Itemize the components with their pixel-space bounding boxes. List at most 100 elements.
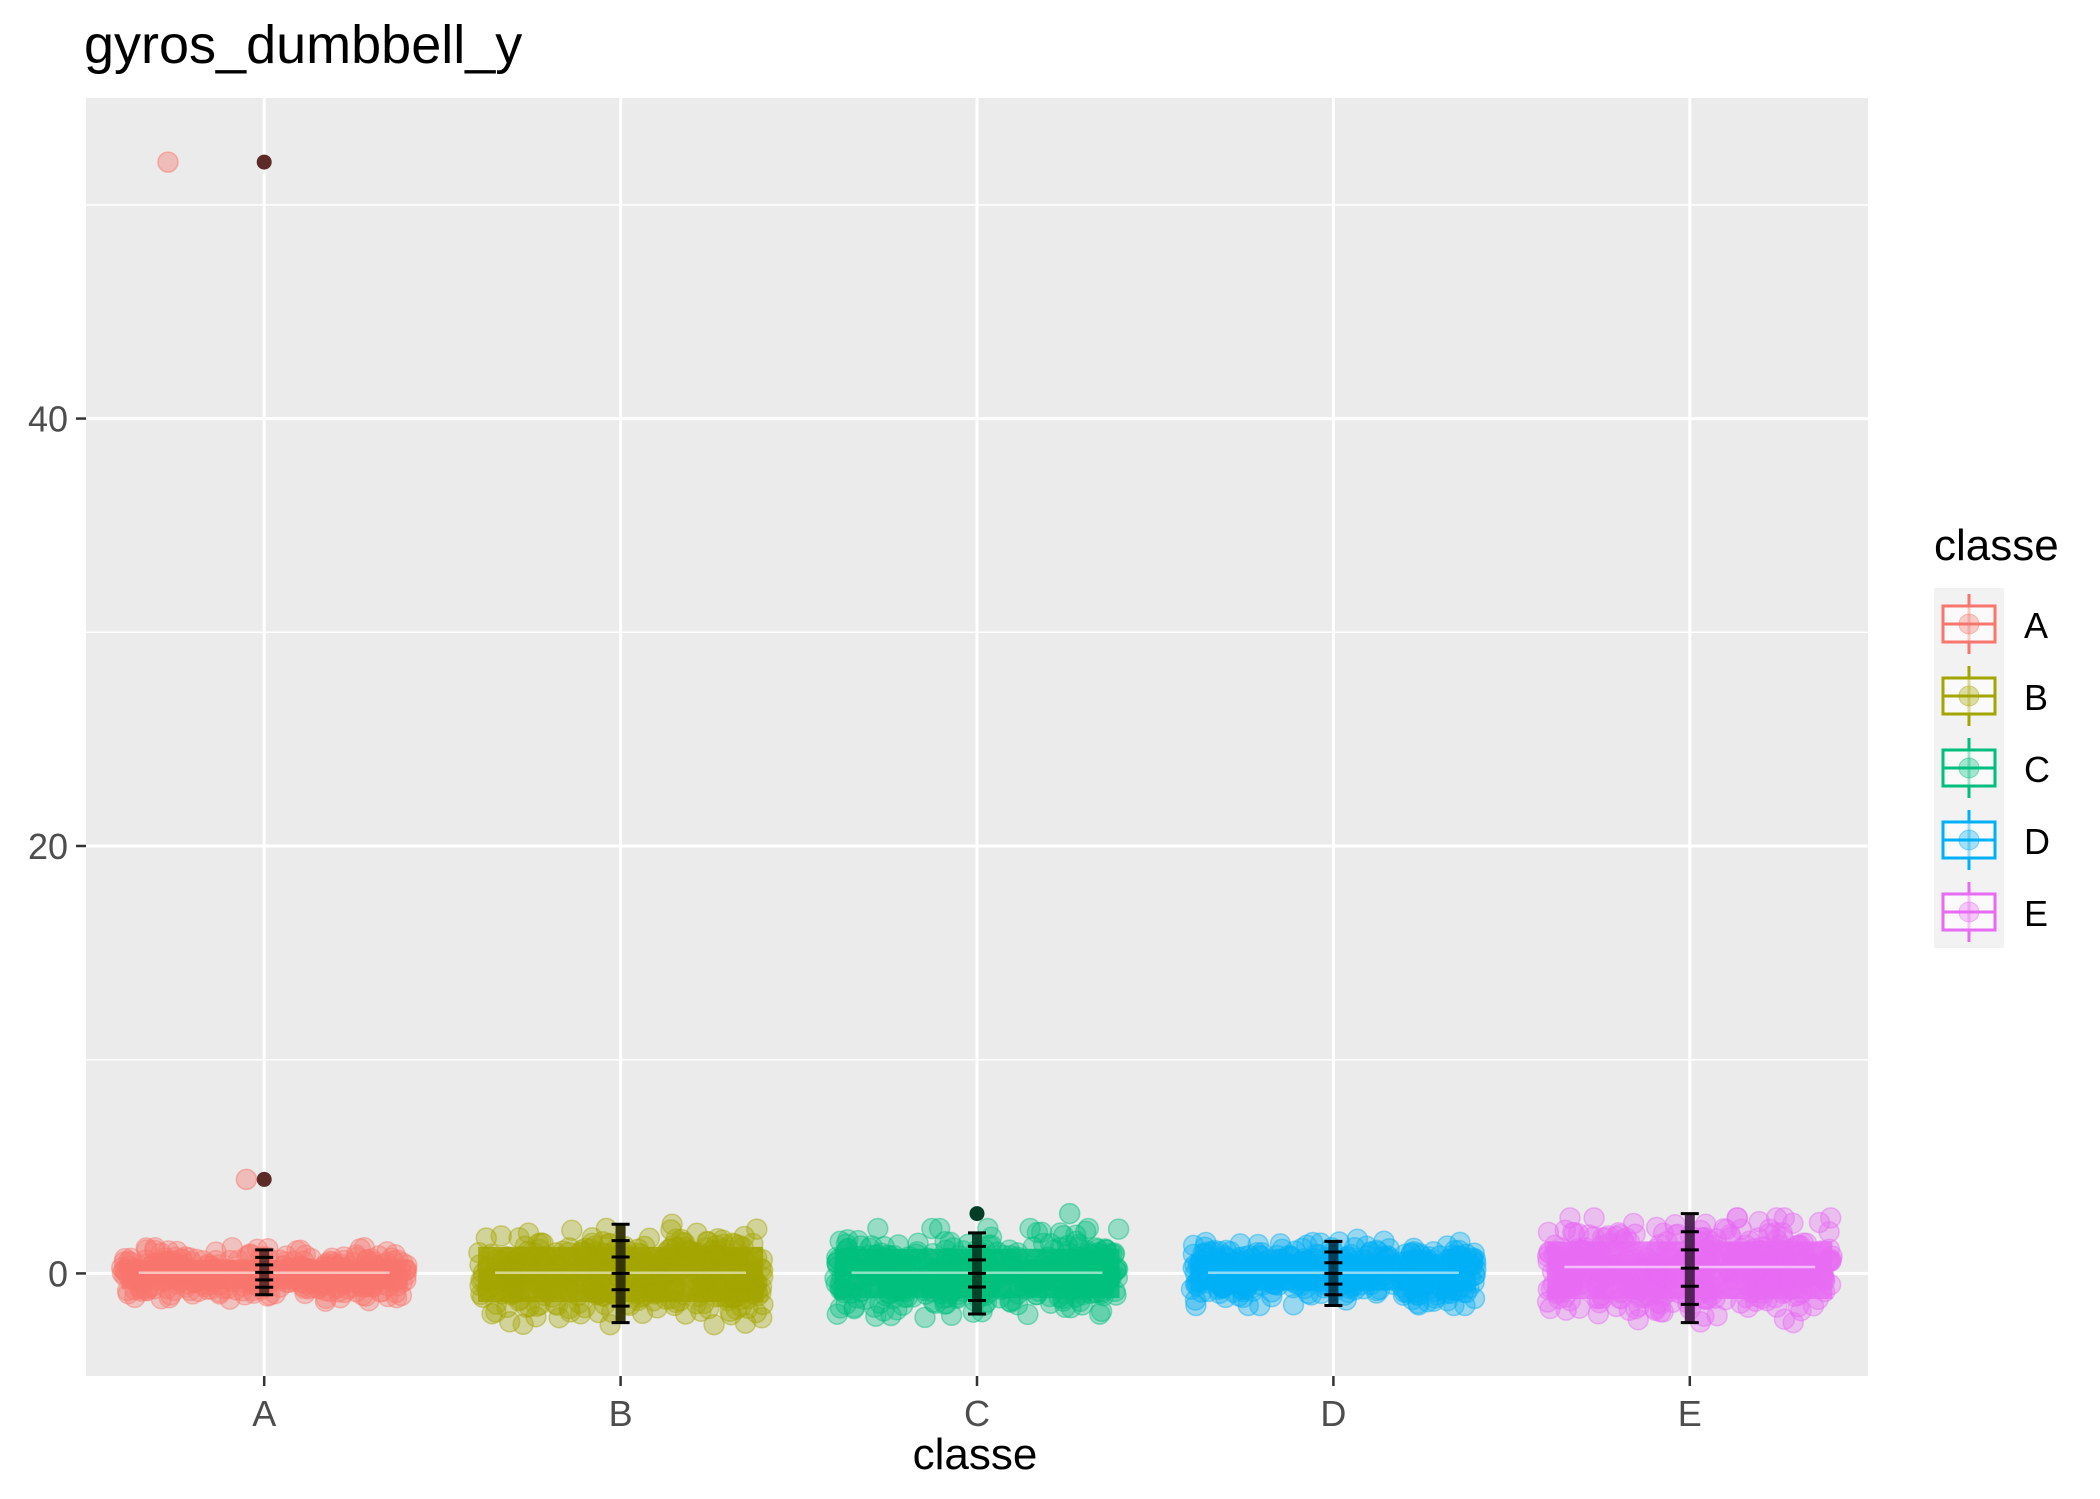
jitter-point (314, 1290, 337, 1312)
jitter-point (745, 1301, 768, 1324)
legend-label-C: C (2024, 749, 2050, 790)
jitter-point (826, 1303, 849, 1325)
jitter-point (1107, 1218, 1130, 1240)
jitter-point (1074, 1220, 1097, 1243)
jitter-point (940, 1304, 963, 1327)
jitter-point (1423, 1290, 1445, 1312)
jitter-point (1765, 1207, 1788, 1229)
jitter-point (734, 1312, 757, 1334)
jitter-point (1652, 1301, 1674, 1323)
jitter-point (661, 1213, 683, 1236)
jitter-point (1622, 1212, 1645, 1235)
jitter-point (928, 1217, 951, 1240)
jitter-point (872, 1300, 895, 1322)
jitter-point (1605, 1295, 1628, 1318)
legend-title: classe (1934, 521, 2059, 570)
jitter-point (1645, 1216, 1668, 1239)
jitter-point (1416, 1290, 1439, 1313)
jitter-point (144, 1237, 166, 1259)
outlier-point (256, 1171, 272, 1187)
jitter-point (1436, 1290, 1459, 1312)
jitter-point (686, 1222, 708, 1244)
jitter-point (1269, 1233, 1292, 1255)
jitter-point (1065, 1224, 1087, 1247)
jitter-point (1773, 1207, 1796, 1229)
y-tick-label: 40 (28, 399, 68, 440)
jitter-point (1555, 1299, 1577, 1321)
jitter-point (1019, 1217, 1041, 1240)
jitter-point (1401, 1288, 1424, 1311)
outlier-point (256, 154, 272, 170)
jitter-point (1715, 1218, 1738, 1241)
jitter-point (1017, 1303, 1039, 1326)
jitter-point (1058, 1202, 1081, 1225)
jitter-point (1587, 1303, 1610, 1325)
y-axis: 0 20 40 (28, 399, 86, 1294)
jitter-point (1782, 1311, 1804, 1334)
x-tick-label: E (1678, 1393, 1702, 1434)
x-axis-label: classe (912, 1430, 1038, 1479)
jitter-point (587, 1301, 610, 1324)
jitter-point (1583, 1207, 1605, 1229)
x-axis: A B C D E (252, 1376, 1702, 1434)
jitter-point (1346, 1228, 1369, 1250)
legend-label-A: A (2024, 605, 2048, 646)
jitter-point (1559, 1207, 1581, 1229)
jitter-point (1554, 1219, 1577, 1241)
grid-lines (86, 98, 1868, 1376)
jitter-point (631, 1302, 654, 1325)
jitter-point (1726, 1207, 1749, 1229)
jitter-point (1052, 1225, 1075, 1247)
jitter-point (674, 1303, 697, 1325)
jitter-point (1819, 1207, 1842, 1229)
jitter-point (1782, 1212, 1804, 1235)
jitter-point (1195, 1231, 1217, 1254)
jitter-point (221, 1237, 243, 1259)
jitter-point (1449, 1231, 1471, 1254)
jitter-point (1649, 1301, 1672, 1323)
jitter-point (1282, 1294, 1305, 1316)
jitter-point (660, 1219, 682, 1241)
jitter-point (1618, 1299, 1641, 1322)
jitter-point (733, 1225, 756, 1248)
jitter-point (1713, 1217, 1735, 1240)
jitter-point (1706, 1304, 1728, 1327)
legend-label-E: E (2024, 893, 2048, 934)
legend-point (1958, 757, 1980, 779)
jitter-point (1030, 1221, 1053, 1243)
jitter-point (1049, 1222, 1072, 1244)
jitter-point (746, 1218, 768, 1240)
jitter-point (1302, 1231, 1324, 1254)
x-tick-label: D (1320, 1393, 1346, 1434)
outlier-points (256, 154, 985, 1222)
legend-point (1958, 685, 1980, 707)
jitter-point (1766, 1296, 1788, 1318)
jitter-points (110, 151, 1843, 1336)
jitter-point (914, 1306, 936, 1329)
jitter-point (525, 1305, 547, 1328)
jitter-point (561, 1219, 583, 1242)
x-tick-label: C (964, 1393, 990, 1434)
jitter-point (1726, 1207, 1748, 1229)
jitter-point (703, 1313, 725, 1336)
outlier-point (969, 1206, 985, 1222)
jitter-point (1627, 1308, 1649, 1331)
jitter-point (490, 1225, 512, 1247)
jitter-point (349, 1238, 371, 1260)
jitter-point (1773, 1308, 1796, 1330)
jitter-point (1229, 1233, 1252, 1255)
jitter-point (517, 1222, 540, 1244)
jitter-point (1407, 1292, 1429, 1315)
jitter-point (865, 1305, 887, 1327)
jitter-point (569, 1303, 592, 1325)
jitter-point (481, 1302, 503, 1325)
jitter-point (1644, 1299, 1667, 1322)
jitter-point (1694, 1213, 1717, 1235)
jitter-point (1758, 1218, 1781, 1240)
chart-title: gyros_dumbbell_y (84, 15, 523, 75)
jitter-point (1730, 1218, 1752, 1241)
jitter-point (548, 1306, 570, 1329)
jitter-point (867, 1217, 889, 1240)
jitter-point (720, 1303, 742, 1326)
